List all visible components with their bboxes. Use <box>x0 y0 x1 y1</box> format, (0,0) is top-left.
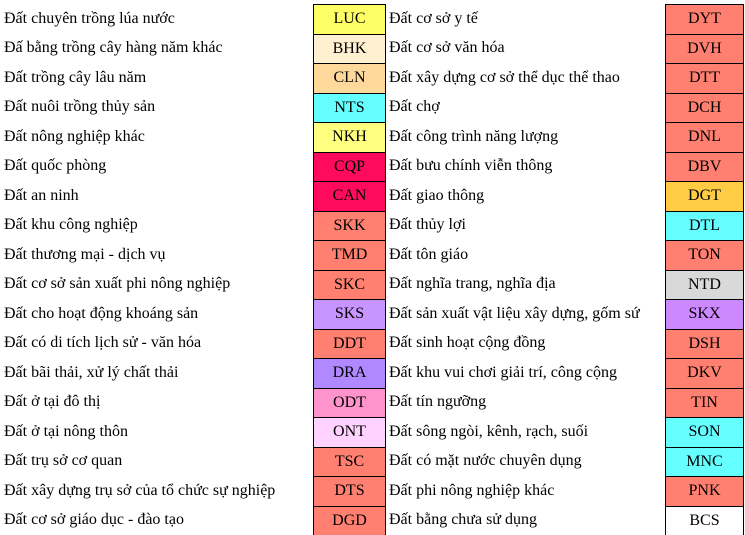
land-type-code: TSC <box>313 446 386 477</box>
land-type-code: NTS <box>313 92 386 123</box>
land-type-name: Đất xây dựng cơ sở thể dục thể thao <box>389 68 620 86</box>
land-type-code: BHK <box>313 33 386 64</box>
land-type-name: Đất trụ sở cơ quan <box>4 452 123 470</box>
land-type-code: DYT <box>665 4 744 35</box>
land-type-name: Đất sinh hoạt cộng đồng <box>389 334 546 352</box>
land-type-code: DRA <box>313 358 386 389</box>
land-type-name: Đất trồng cây lâu năm <box>4 68 147 86</box>
land-type-name: Đất phi nông nghiệp khác <box>389 481 555 499</box>
land-type-name: Đất có di tích lịch sử - văn hóa <box>4 334 202 352</box>
land-type-code: PNK <box>665 476 744 507</box>
land-type-code: DVH <box>665 33 744 64</box>
land-type-name: Đất cơ sở giáo dục - đào tạo <box>4 511 184 529</box>
land-type-code: NTD <box>665 269 744 300</box>
land-type-name: Đất nông nghiệp khác <box>4 127 145 145</box>
land-type-code: SKS <box>313 299 386 330</box>
land-type-code: DNL <box>665 122 744 153</box>
land-type-code: TIN <box>665 387 744 418</box>
land-type-name: Đất nuôi trồng thủy sản <box>4 98 156 116</box>
land-type-name: Đất bãi thải, xử lý chất thải <box>4 363 179 381</box>
land-type-name: Đất khu vui chơi giải trí, công cộng <box>389 363 617 381</box>
land-type-code: CQP <box>313 151 386 182</box>
land-type-name: Đất bưu chính viễn thông <box>389 157 553 175</box>
land-type-code: ONT <box>313 417 386 448</box>
land-type-name: Đất giao thông <box>389 186 485 204</box>
land-type-code: DCH <box>665 92 744 123</box>
land-type-code: DTS <box>313 476 386 507</box>
land-type-name: Đất ở tại đô thị <box>4 393 101 411</box>
land-type-code: SKK <box>313 210 386 241</box>
land-type-code: MNC <box>665 446 744 477</box>
land-type-name: Đất cơ sở văn hóa <box>389 39 505 57</box>
land-type-name: Đất thủy lợi <box>389 216 466 234</box>
land-type-name: Đất tín ngưỡng <box>389 393 487 411</box>
land-type-code: ODT <box>313 387 386 418</box>
land-type-code: TMD <box>313 240 386 271</box>
land-type-name: Đất bằng chưa sử dụng <box>389 511 537 529</box>
land-type-name: Đất ở tại nông thôn <box>4 422 128 440</box>
land-type-name: Đất chợ <box>389 98 440 116</box>
land-type-code: BCS <box>665 505 744 535</box>
land-type-name: Đất sông ngòi, kênh, rạch, suối <box>389 422 589 440</box>
land-type-name: Đất chuyên trồng lúa nước <box>4 9 175 27</box>
land-type-code: DTT <box>665 63 744 94</box>
land-type-code: LUC <box>313 4 386 35</box>
land-type-code: DGD <box>313 505 386 535</box>
land-type-name: Đất nghĩa trang, nghĩa địa <box>389 275 556 293</box>
land-type-code: DSH <box>665 328 744 359</box>
land-type-code: DTL <box>665 210 744 241</box>
land-type-name: Đất an ninh <box>4 186 79 204</box>
land-type-code: SKC <box>313 269 386 300</box>
land-type-code: CAN <box>313 181 386 212</box>
land-type-code: SON <box>665 417 744 448</box>
land-type-code: DGT <box>665 181 744 212</box>
land-type-name: Đất cho hoạt động khoáng sản <box>4 304 199 322</box>
land-type-name: Đất cơ sở y tế <box>389 9 478 27</box>
land-type-name: Đất xây dựng trụ sở của tổ chức sự nghiệ… <box>4 481 276 499</box>
land-type-code: TON <box>665 240 744 271</box>
land-type-name: Đất tôn giáo <box>389 245 469 263</box>
land-type-code: DKV <box>665 358 744 389</box>
land-type-name: Đất thương mại - dịch vụ <box>4 245 166 263</box>
land-type-name: Đất cơ sở sản xuất phi nông nghiệp <box>4 275 231 293</box>
land-type-code: CLN <box>313 63 386 94</box>
land-type-code: DBV <box>665 151 744 182</box>
land-type-name: Đất công trình năng lượng <box>389 127 559 145</box>
land-type-name: Đấ bằng trồng cây hàng năm khác <box>4 39 223 57</box>
land-type-name: Đất quốc phòng <box>4 157 107 175</box>
land-type-name: Đất sản xuất vật liệu xây dựng, gốm sứ <box>389 304 640 322</box>
land-type-code: NKH <box>313 122 386 153</box>
land-type-name: Đất có mặt nước chuyên dụng <box>389 452 582 470</box>
land-type-code: DDT <box>313 328 386 359</box>
land-type-name: Đất khu công nghiệp <box>4 216 138 234</box>
land-type-code: SKX <box>665 299 744 330</box>
